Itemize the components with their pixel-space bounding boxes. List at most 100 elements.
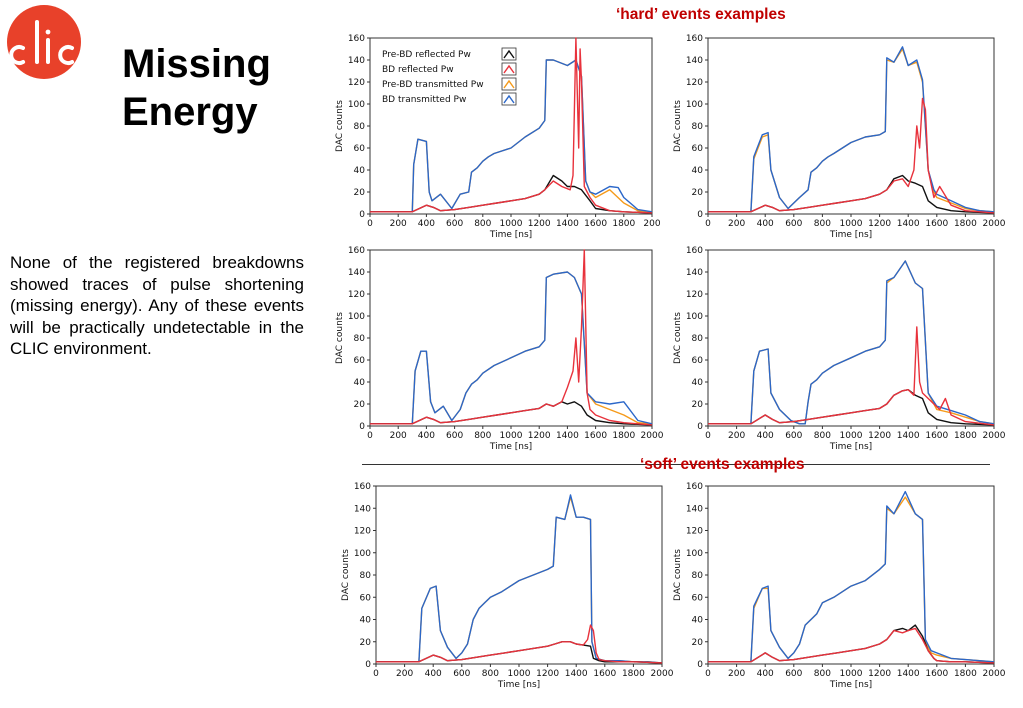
- x-tick-label: 200: [728, 669, 745, 679]
- x-tick-label: 800: [482, 669, 499, 679]
- x-tick-label: 1400: [556, 219, 579, 229]
- y-tick-label: 140: [354, 504, 371, 514]
- y-tick-label: 40: [354, 378, 366, 388]
- x-tick-label: 200: [728, 431, 745, 441]
- x-tick-label: 1600: [584, 431, 607, 441]
- x-tick-label: 1000: [840, 219, 863, 229]
- x-tick-label: 0: [367, 431, 373, 441]
- x-tick-label: 1600: [925, 669, 948, 679]
- x-tick-label: 2000: [983, 431, 1006, 441]
- x-tick-label: 0: [367, 219, 373, 229]
- y-tick-label: 60: [692, 144, 704, 154]
- series-line-bd-reflected-pw: [708, 97, 995, 214]
- y-tick-label: 20: [354, 400, 366, 410]
- y-tick-label: 80: [354, 122, 366, 132]
- x-tick-label: 1000: [840, 431, 863, 441]
- y-axis-label: DAC counts: [335, 100, 345, 152]
- legend-label: BD transmitted Pw: [382, 95, 466, 105]
- y-tick-label: 0: [697, 422, 703, 432]
- y-tick-label: 160: [348, 34, 365, 44]
- y-tick-label: 0: [697, 210, 703, 220]
- series-line-bd-transmitted-pw: [370, 59, 653, 213]
- y-tick-label: 100: [686, 312, 703, 322]
- x-tick-label: 2000: [983, 669, 1006, 679]
- y-tick-label: 40: [360, 616, 372, 626]
- x-tick-label: 1200: [868, 219, 891, 229]
- series-line-bd-reflected-pw: [370, 37, 653, 214]
- x-tick-label: 400: [425, 669, 442, 679]
- series-line-bd-reflected-pw: [370, 249, 653, 426]
- y-tick-label: 100: [686, 549, 703, 559]
- y-tick-label: 140: [348, 268, 365, 278]
- x-tick-label: 1800: [954, 669, 977, 679]
- y-tick-label: 120: [354, 527, 371, 537]
- y-axis-label: DAC counts: [673, 549, 683, 601]
- y-tick-label: 140: [686, 268, 703, 278]
- y-tick-label: 80: [692, 334, 704, 344]
- plot-frame: [707, 485, 995, 665]
- y-tick-label: 0: [359, 422, 365, 432]
- y-tick-label: 60: [692, 356, 704, 366]
- legend-box: [378, 44, 518, 108]
- x-tick-label: 800: [814, 669, 831, 679]
- series-line-bd-transmitted-pw: [708, 260, 995, 425]
- y-tick-label: 120: [686, 78, 703, 88]
- x-tick-label: 800: [474, 219, 491, 229]
- x-tick-label: 400: [418, 431, 435, 441]
- y-axis-label: DAC counts: [341, 549, 351, 601]
- y-tick-label: 0: [697, 660, 703, 670]
- legend-key-glyph: [503, 79, 515, 89]
- body-paragraph: None of the registered breakdowns showed…: [10, 253, 304, 358]
- y-tick-label: 120: [348, 290, 365, 300]
- y-tick-label: 120: [348, 78, 365, 88]
- x-tick-label: 1000: [840, 669, 863, 679]
- x-tick-label: 0: [705, 219, 711, 229]
- x-tick-label: 1800: [612, 219, 635, 229]
- y-tick-label: 80: [692, 122, 704, 132]
- x-tick-label: 400: [757, 669, 774, 679]
- x-tick-label: 600: [446, 219, 463, 229]
- y-tick-label: 0: [365, 660, 371, 670]
- x-tick-label: 400: [418, 219, 435, 229]
- logo-letters: [9, 20, 75, 66]
- plot-frame: [369, 249, 653, 427]
- y-tick-label: 0: [359, 210, 365, 220]
- y-tick-label: 40: [692, 616, 704, 626]
- y-tick-label: 100: [686, 100, 703, 110]
- x-tick-label: 1400: [897, 669, 920, 679]
- y-tick-label: 100: [354, 549, 371, 559]
- x-tick-label: 1400: [897, 431, 920, 441]
- x-tick-label: 2000: [983, 219, 1006, 229]
- x-tick-label: 1400: [565, 669, 588, 679]
- series-line-bd-transmitted-pw: [708, 46, 995, 213]
- x-tick-label: 1600: [925, 219, 948, 229]
- x-tick-label: 1800: [954, 219, 977, 229]
- x-tick-label: 1800: [612, 431, 635, 441]
- y-tick-label: 20: [692, 400, 704, 410]
- clic-logo: [7, 5, 81, 79]
- x-tick-label: 1000: [500, 219, 523, 229]
- x-tick-label: 800: [814, 431, 831, 441]
- series-line-bd-reflected-pw: [708, 627, 995, 664]
- y-tick-label: 40: [692, 378, 704, 388]
- plot-frame: [707, 37, 995, 215]
- x-tick-label: 1800: [622, 669, 645, 679]
- title-line-1: Missing: [122, 42, 271, 86]
- series-line-bd-transmitted-pw: [708, 490, 995, 663]
- x-tick-label: 1200: [868, 431, 891, 441]
- y-tick-label: 160: [686, 482, 703, 492]
- x-axis-label: Time [ns]: [489, 442, 532, 452]
- y-tick-label: 80: [354, 334, 366, 344]
- x-tick-label: 200: [643, 219, 660, 229]
- legend-key-glyph: [503, 94, 515, 104]
- y-tick-label: 160: [686, 246, 703, 256]
- x-axis-label: Time [ns]: [497, 680, 540, 690]
- y-tick-label: 60: [360, 593, 372, 603]
- y-tick-label: 160: [686, 34, 703, 44]
- y-tick-label: 120: [686, 527, 703, 537]
- series-line-bd-reflected-pw: [708, 326, 995, 426]
- x-axis-label: Time [ns]: [829, 442, 872, 452]
- legend-label: BD reflected Pw: [382, 65, 454, 75]
